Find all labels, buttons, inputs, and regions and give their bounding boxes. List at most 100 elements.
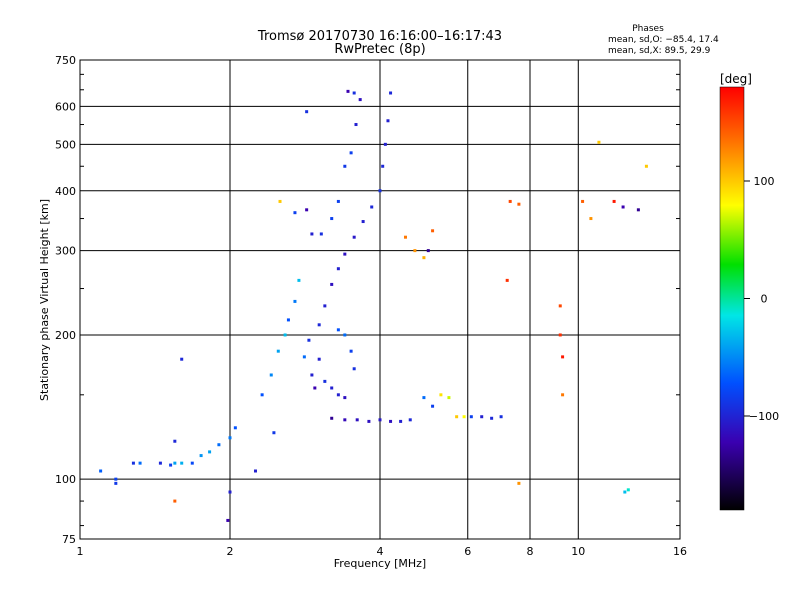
data-point (381, 164, 385, 168)
data-point (336, 199, 340, 203)
data-point (597, 140, 601, 144)
colorbar-gradient (719, 86, 745, 511)
data-point (352, 91, 356, 95)
data-point (589, 217, 593, 221)
data-point (283, 333, 287, 337)
y-tick-label: 500 (55, 138, 76, 151)
data-point (408, 418, 412, 422)
grid-lines (80, 60, 680, 539)
data-point (310, 373, 314, 377)
data-point (253, 469, 257, 473)
data-point (413, 249, 417, 253)
data-point (180, 461, 184, 465)
y-tick-label: 600 (55, 100, 76, 113)
data-point (355, 418, 359, 422)
data-point (517, 481, 521, 485)
data-point (199, 454, 203, 458)
y-tick-label: 100 (55, 473, 76, 486)
data-point (623, 490, 627, 494)
data-point (330, 416, 334, 420)
data-point (173, 439, 177, 443)
data-point (173, 499, 177, 503)
data-point (389, 419, 393, 423)
data-point (180, 357, 184, 361)
data-point (310, 232, 314, 236)
y-tick-label: 75 (62, 533, 76, 546)
data-point (505, 278, 509, 282)
data-point (317, 357, 321, 361)
colorbar-tick-label: 100 (754, 175, 775, 188)
data-point (317, 323, 321, 327)
data-point (626, 488, 630, 492)
data-point (228, 436, 232, 440)
data-point (293, 211, 297, 215)
data-point (343, 418, 347, 422)
data-point (561, 355, 565, 359)
data-point (389, 91, 393, 95)
data-point (302, 355, 306, 359)
x-tick-label: 2 (227, 545, 234, 558)
phases-heading: Phases (632, 24, 664, 34)
data-point (343, 333, 347, 337)
y-axis-label: Stationary phase Virtual Height [km] (38, 199, 51, 401)
data-point (286, 318, 290, 322)
x-tick-label: 8 (527, 545, 534, 558)
data-point (297, 278, 301, 282)
data-point (349, 349, 353, 353)
data-point (228, 490, 232, 494)
data-point (269, 373, 273, 377)
data-point (386, 119, 390, 123)
data-point (343, 252, 347, 256)
data-point (422, 256, 426, 260)
data-point (260, 393, 264, 397)
x-tick-label: 10 (571, 545, 585, 558)
data-point (358, 98, 362, 102)
phases-x-mode: mean, sd,X: 89.5, 29.9 (608, 46, 711, 56)
data-point (422, 396, 426, 400)
data-point (114, 481, 118, 485)
data-point (490, 416, 494, 420)
data-point (336, 393, 340, 397)
data-point (305, 110, 309, 114)
chart-title: Tromsø 20170730 16:16:00–16:17:43 (257, 29, 502, 44)
y-tick-label: 750 (55, 54, 76, 67)
data-point (208, 450, 212, 454)
data-point (131, 461, 135, 465)
data-point (336, 328, 340, 332)
x-tick-label: 16 (673, 545, 687, 558)
data-point (305, 208, 309, 212)
phases-o-mode: mean, sd,O: −85.4, 17.4 (608, 35, 719, 45)
data-point (99, 469, 103, 473)
data-point (313, 386, 317, 390)
data-point (644, 164, 648, 168)
data-point (330, 282, 334, 286)
data-point (383, 142, 387, 146)
data-point (346, 89, 350, 93)
data-point (190, 461, 194, 465)
data-point (431, 404, 435, 408)
data-point (361, 220, 365, 224)
data-point (561, 393, 565, 397)
data-point (352, 367, 356, 371)
data-point (173, 461, 177, 465)
y-tick-label: 400 (55, 185, 76, 198)
data-point (403, 235, 407, 239)
colorbar: [deg] 100 0 −100 (719, 72, 779, 511)
data-point (352, 235, 356, 239)
data-point (276, 349, 280, 353)
data-point (323, 304, 327, 308)
x-axis-label: Frequency [MHz] (334, 557, 426, 570)
data-point (378, 189, 382, 193)
data-point (636, 208, 640, 212)
colorbar-tick-label: −100 (749, 410, 779, 423)
data-point (517, 202, 521, 206)
chart-subtitle: RwPretec (8p) (334, 42, 425, 57)
data-point (323, 379, 327, 383)
data-point (272, 431, 276, 435)
colorbar-label: [deg] (720, 72, 752, 86)
data-point (138, 461, 142, 465)
data-point (621, 205, 625, 209)
data-point (558, 304, 562, 308)
x-tick-label: 1 (77, 545, 84, 558)
